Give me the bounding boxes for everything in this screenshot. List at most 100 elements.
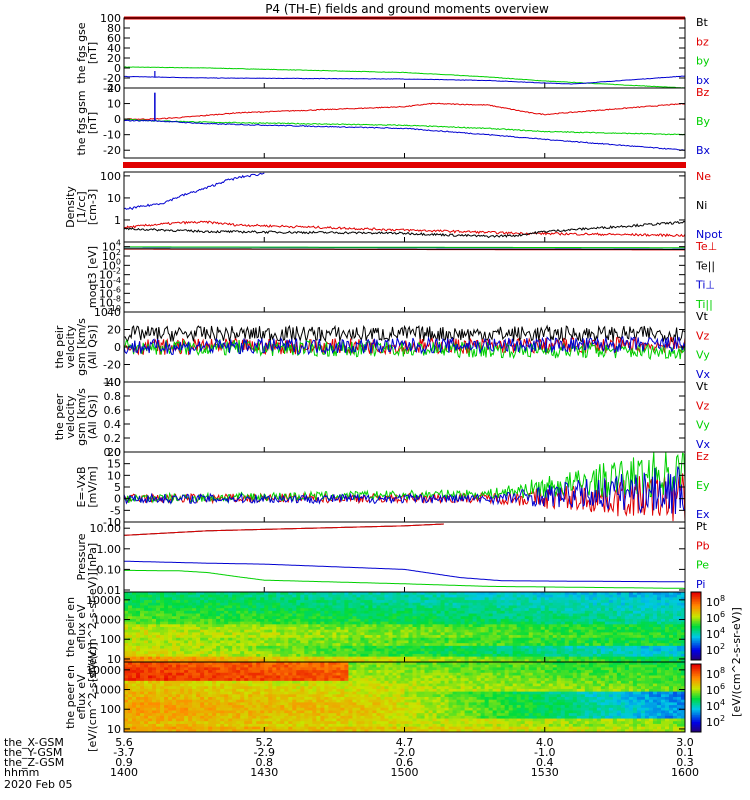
heatmap-cell: [468, 605, 474, 609]
heatmap-cell: [484, 637, 490, 641]
heatmap-cell: [140, 597, 145, 601]
heatmap-cell: [184, 613, 189, 617]
heatmap-cell: [192, 664, 197, 668]
heatmap-cell: [524, 613, 530, 617]
heatmap-cell: [444, 597, 449, 601]
heatmap-cell: [484, 651, 490, 655]
heatmap-cell: [276, 624, 281, 628]
heatmap-cell: [656, 605, 662, 609]
heatmap-cell: [268, 645, 273, 649]
heatmap-cell: [676, 624, 682, 628]
heatmap-cell: [168, 688, 173, 693]
heatmap-cell: [600, 605, 606, 609]
heatmap-cell: [328, 651, 333, 655]
heatmap-cell: [612, 637, 618, 641]
heatmap-cell: [276, 729, 281, 733]
heatmap-cell: [156, 667, 161, 671]
heatmap-cell: [584, 632, 590, 636]
heatmap-cell: [160, 678, 165, 682]
heatmap-cell: [252, 710, 257, 714]
heatmap-cell: [600, 635, 606, 639]
heatmap-cell: [480, 610, 486, 614]
heatmap-cell: [516, 602, 522, 606]
heatmap-cell: [408, 643, 413, 647]
heatmap-cell: [604, 600, 610, 604]
heatmap-cell: [180, 715, 185, 719]
heatmap-cell: [272, 715, 277, 719]
heatmap-cell: [228, 632, 233, 636]
heatmap-cell: [560, 651, 566, 655]
heatmap-cell: [364, 632, 369, 636]
heatmap-cell: [172, 643, 177, 647]
heatmap-cell: [476, 616, 482, 620]
heatmap-cell: [276, 678, 281, 682]
heatmap-cell: [404, 594, 409, 598]
heatmap-cell: [392, 640, 397, 644]
heatmap-cell: [196, 662, 201, 666]
heatmap-cell: [640, 594, 646, 598]
heatmap-cell: [524, 600, 530, 604]
heatmap-cell: [412, 643, 417, 647]
heatmap-cell: [580, 594, 586, 598]
heatmap-cell: [284, 686, 289, 690]
heatmap-cell: [136, 648, 141, 652]
heatmap-cell: [252, 624, 257, 628]
heatmap-cell: [552, 643, 558, 647]
heatmap-cell: [336, 637, 341, 641]
heatmap-cell: [180, 729, 185, 733]
heatmap-cell: [280, 697, 285, 701]
heatmap-cell: [596, 616, 602, 620]
heatmap-cell: [204, 640, 209, 644]
heatmap-cell: [252, 670, 257, 674]
heatmap-cell: [296, 613, 301, 617]
heatmap-cell: [168, 721, 173, 725]
heatmap-cell: [496, 648, 502, 652]
heatmap-cell: [144, 675, 149, 679]
heatmap-cell: [576, 600, 582, 604]
y-tick-label: 20: [107, 446, 121, 459]
heatmap-cell: [136, 616, 141, 620]
heatmap-cell: [672, 653, 678, 658]
heatmap-cell: [176, 667, 181, 671]
heatmap-cell: [280, 608, 285, 612]
heatmap-cell: [668, 645, 674, 649]
heatmap-cell: [124, 699, 129, 703]
heatmap-cell: [524, 656, 530, 660]
heatmap-cell: [488, 651, 494, 655]
heatmap-cell: [452, 653, 457, 658]
heatmap-cell: [248, 637, 253, 641]
heatmap-cell: [516, 608, 522, 612]
heatmap-cell: [160, 699, 165, 703]
heatmap-cell: [152, 659, 157, 663]
heatmap-cell: [368, 618, 373, 623]
heatmap-cell: [480, 618, 486, 623]
heatmap-cell: [348, 597, 353, 601]
heatmap-cell: [436, 645, 441, 649]
heatmap-cell: [408, 648, 413, 652]
heatmap-cell: [492, 610, 498, 614]
heatmap-cell: [440, 618, 445, 623]
heatmap-cell: [384, 645, 389, 649]
heatmap-cell: [556, 632, 562, 636]
heatmap-cell: [236, 683, 241, 687]
heatmap-cell: [328, 629, 333, 633]
heatmap-cell: [304, 635, 309, 639]
heatmap-cell: [192, 602, 197, 606]
heatmap-cell: [560, 656, 566, 660]
heatmap-cell: [168, 710, 173, 714]
heatmap-cell: [596, 640, 602, 644]
heatmap-cell: [144, 643, 149, 647]
heatmap-cell: [660, 643, 666, 647]
heatmap-cell: [228, 667, 233, 671]
heatmap-cell: [544, 635, 550, 639]
heatmap-cell: [252, 702, 257, 706]
heatmap-cell: [164, 718, 169, 722]
heatmap-cell: [176, 675, 181, 679]
y-tick-label: 40: [107, 42, 121, 55]
heatmap-cell: [628, 629, 634, 633]
heatmap-cell: [384, 629, 389, 633]
heatmap-cell: [128, 648, 133, 652]
heatmap-cell: [632, 618, 638, 623]
heatmap-cell: [276, 705, 281, 709]
